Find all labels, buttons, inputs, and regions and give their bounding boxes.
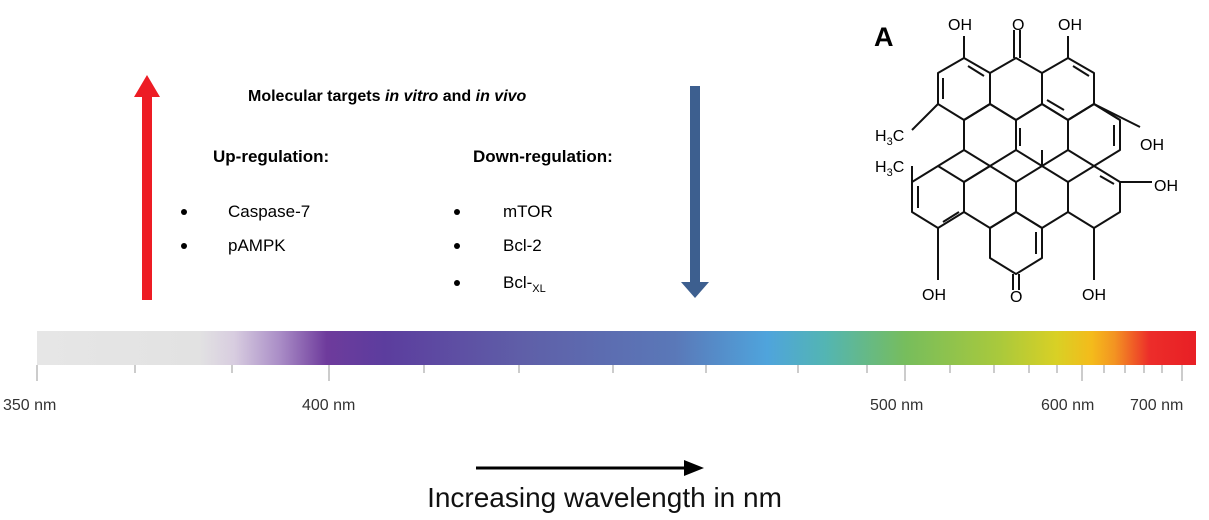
bullet-icon <box>181 209 187 215</box>
oh-label: OH <box>1154 178 1178 195</box>
o-label: O <box>1012 17 1024 34</box>
oh-label: OH <box>1058 17 1082 34</box>
oh-label: OH <box>922 287 946 304</box>
title-text: Molecular targets <box>248 88 385 105</box>
bcl-base: Bcl- <box>503 273 533 292</box>
targets-title: Molecular targets in vitro and in vivo <box>248 88 526 106</box>
structure-bonds <box>911 30 1152 290</box>
list-item-label: Bcl-XL <box>503 273 546 295</box>
spectrum-ticks <box>36 365 1183 381</box>
title-in-vitro: in vitro <box>384 88 439 105</box>
molecular-structure: OH O OH OH OH OH O OH H3C H3C <box>875 17 1178 306</box>
wavelength-axis-caption: Increasing wavelength in nm <box>427 482 782 513</box>
list-item-label: pAMPK <box>228 236 286 255</box>
oh-label: OH <box>1140 137 1164 154</box>
increasing-wavelength-arrow <box>476 460 704 476</box>
oh-label: OH <box>948 17 972 34</box>
down-regulation-heading: Down-regulation: <box>473 147 613 166</box>
oh-label: OH <box>1082 287 1106 304</box>
up-regulation-arrow <box>134 75 160 300</box>
bullet-icon <box>454 243 460 249</box>
bullet-icon <box>454 280 460 286</box>
list-item-label: Caspase-7 <box>228 202 311 221</box>
title-and: and <box>438 88 476 105</box>
title-in-vivo: in vivo <box>475 88 527 105</box>
bullet-icon <box>181 243 187 249</box>
wavelength-label-700: 700 nm <box>1130 397 1184 414</box>
bullet-icon <box>454 209 460 215</box>
wavelength-label-500: 500 nm <box>870 397 924 414</box>
methyl-label: H3C <box>875 128 904 148</box>
wavelength-label-600: 600 nm <box>1041 397 1095 414</box>
wavelength-label-400: 400 nm <box>302 397 356 414</box>
up-regulation-heading: Up-regulation: <box>213 147 330 166</box>
list-item-label: Bcl-2 <box>503 236 542 255</box>
o-label: O <box>1010 289 1022 306</box>
panel-label: A <box>874 22 894 52</box>
wavelength-spectrum-bar <box>37 331 1196 365</box>
bcl-subscript: XL <box>532 283 546 295</box>
list-item-label: mTOR <box>503 202 553 221</box>
wavelength-label-350: 350 nm <box>3 397 57 414</box>
methyl-label: H3C <box>875 159 904 179</box>
down-regulation-arrow <box>681 86 709 298</box>
